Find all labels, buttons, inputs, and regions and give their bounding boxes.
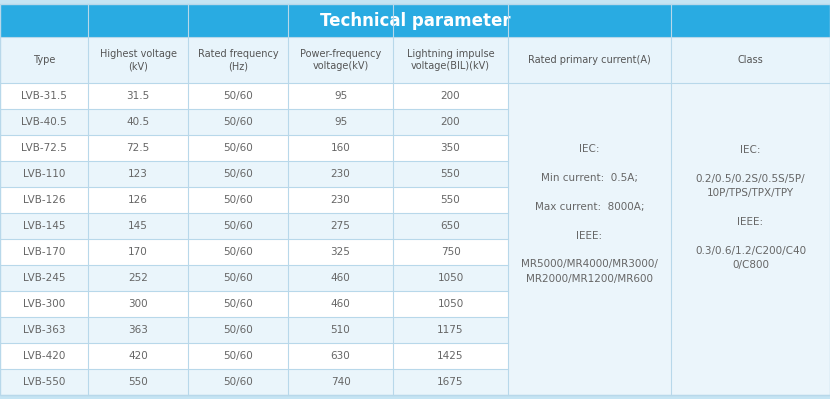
- Text: 160: 160: [330, 143, 350, 153]
- Text: 50/60: 50/60: [223, 247, 253, 257]
- Text: 420: 420: [128, 351, 148, 361]
- Bar: [0, 83, 508, 109]
- Text: 550: 550: [441, 169, 461, 179]
- Text: Type: Type: [33, 55, 55, 65]
- Text: IEC:

0.2/0.5/0.2S/0.5S/5P/
10P/TPS/TPX/TPY

IEEE:

0.3/0.6/1.2/C200/C40
0/C800: IEC: 0.2/0.5/0.2S/0.5S/5P/ 10P/TPS/TPX/T…: [695, 145, 806, 271]
- Text: 740: 740: [330, 377, 350, 387]
- Text: 460: 460: [330, 273, 350, 283]
- Text: Highest voltage
(kV): Highest voltage (kV): [100, 49, 177, 71]
- Text: 40.5: 40.5: [126, 117, 149, 127]
- Text: 325: 325: [330, 247, 350, 257]
- Text: 50/60: 50/60: [223, 143, 253, 153]
- Text: Class: Class: [738, 55, 764, 65]
- Bar: [0, 265, 508, 291]
- Text: 123: 123: [128, 169, 148, 179]
- Text: 1050: 1050: [437, 299, 464, 309]
- Text: 252: 252: [128, 273, 148, 283]
- Text: 460: 460: [330, 299, 350, 309]
- Bar: [0, 37, 830, 83]
- Text: LVB-72.5: LVB-72.5: [21, 143, 67, 153]
- Bar: [0, 161, 508, 187]
- Text: Rated frequency
(Hz): Rated frequency (Hz): [198, 49, 278, 71]
- Text: 630: 630: [330, 351, 350, 361]
- Bar: [0, 135, 508, 161]
- Text: 50/60: 50/60: [223, 221, 253, 231]
- Bar: [0, 109, 508, 135]
- Text: 1050: 1050: [437, 273, 464, 283]
- Bar: [0, 317, 508, 343]
- Text: 50/60: 50/60: [223, 117, 253, 127]
- Text: 1175: 1175: [437, 325, 464, 335]
- Bar: [0, 4, 830, 37]
- Text: 650: 650: [441, 221, 461, 231]
- Text: 126: 126: [128, 195, 148, 205]
- Text: 50/60: 50/60: [223, 377, 253, 387]
- Text: 50/60: 50/60: [223, 273, 253, 283]
- Bar: [508, 83, 671, 395]
- Text: 50/60: 50/60: [223, 299, 253, 309]
- Text: LVB-550: LVB-550: [22, 377, 66, 387]
- Text: 170: 170: [128, 247, 148, 257]
- Text: 275: 275: [330, 221, 350, 231]
- Text: IEC:

Min current:  0.5A;

Max current:  8000A;

IEEE:

MR5000/MR4000/MR3000/
MR: IEC: Min current: 0.5A; Max current: 800…: [521, 144, 658, 284]
- Text: 50/60: 50/60: [223, 169, 253, 179]
- Text: 50/60: 50/60: [223, 195, 253, 205]
- Text: LVB-170: LVB-170: [22, 247, 66, 257]
- Text: 72.5: 72.5: [126, 143, 149, 153]
- Text: Technical parameter: Technical parameter: [320, 12, 510, 30]
- Text: 350: 350: [441, 143, 461, 153]
- Text: 300: 300: [128, 299, 148, 309]
- Text: 363: 363: [128, 325, 148, 335]
- Text: 510: 510: [330, 325, 350, 335]
- Text: 200: 200: [441, 91, 461, 101]
- Text: Rated primary current(A): Rated primary current(A): [528, 55, 651, 65]
- Text: 1675: 1675: [437, 377, 464, 387]
- Text: 550: 550: [128, 377, 148, 387]
- Text: LVB-300: LVB-300: [23, 299, 65, 309]
- Text: 200: 200: [441, 117, 461, 127]
- Bar: [671, 83, 830, 395]
- Text: LVB-31.5: LVB-31.5: [21, 91, 67, 101]
- Text: LVB-126: LVB-126: [22, 195, 66, 205]
- Bar: [0, 187, 508, 213]
- Text: LVB-145: LVB-145: [22, 221, 66, 231]
- Text: 31.5: 31.5: [126, 91, 149, 101]
- Text: LVB-245: LVB-245: [22, 273, 66, 283]
- Bar: [0, 343, 508, 369]
- Text: 145: 145: [128, 221, 148, 231]
- Text: Lightning impulse
voltage(BIL)(kV): Lightning impulse voltage(BIL)(kV): [407, 49, 495, 71]
- Text: 1425: 1425: [437, 351, 464, 361]
- Bar: [0, 239, 508, 265]
- Bar: [0, 291, 508, 317]
- Text: LVB-420: LVB-420: [22, 351, 66, 361]
- Text: 50/60: 50/60: [223, 91, 253, 101]
- Text: LVB-110: LVB-110: [22, 169, 66, 179]
- Text: LVB-40.5: LVB-40.5: [21, 117, 67, 127]
- Text: Power-frequency
voltage(kV): Power-frequency voltage(kV): [300, 49, 381, 71]
- Bar: [0, 369, 508, 395]
- Text: 50/60: 50/60: [223, 325, 253, 335]
- Text: LVB-363: LVB-363: [22, 325, 66, 335]
- Text: 550: 550: [441, 195, 461, 205]
- Text: 50/60: 50/60: [223, 351, 253, 361]
- Text: 230: 230: [330, 169, 350, 179]
- Text: 95: 95: [334, 117, 347, 127]
- Text: 230: 230: [330, 195, 350, 205]
- Text: 750: 750: [441, 247, 461, 257]
- Text: 95: 95: [334, 91, 347, 101]
- Bar: [0, 213, 508, 239]
